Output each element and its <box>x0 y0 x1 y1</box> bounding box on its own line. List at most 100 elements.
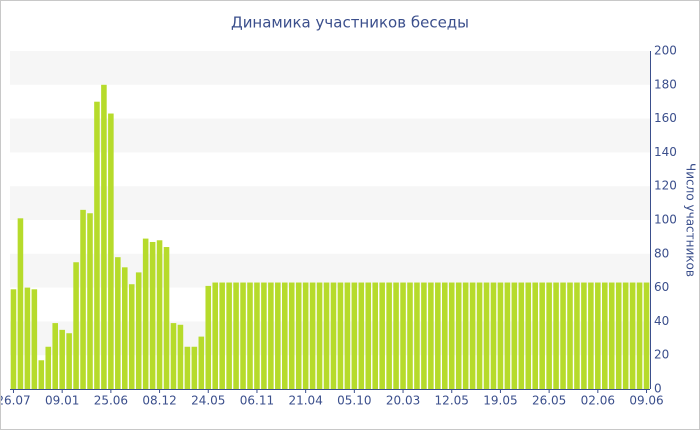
bar <box>581 282 587 389</box>
y-tick-label: 80 <box>654 246 669 260</box>
bar <box>59 329 65 389</box>
bar <box>595 282 601 389</box>
bar <box>87 213 93 389</box>
bar <box>247 282 253 389</box>
bar <box>351 282 358 389</box>
bar <box>622 282 629 389</box>
bar <box>462 282 469 389</box>
bar <box>344 282 351 389</box>
x-tick-label: 06.11 <box>240 394 274 408</box>
bar <box>316 282 323 389</box>
bar <box>323 282 330 389</box>
bar <box>240 282 246 389</box>
bar <box>567 282 573 389</box>
y-tick-label: 200 <box>654 44 677 58</box>
bar <box>191 346 198 389</box>
x-tick-label: 09.06 <box>629 394 663 408</box>
bar <box>66 333 72 389</box>
bar <box>504 282 511 389</box>
bar <box>45 346 52 389</box>
bar <box>135 272 142 389</box>
bar <box>518 282 525 389</box>
bar <box>233 282 239 389</box>
bar <box>615 282 622 389</box>
bar <box>490 282 497 389</box>
bar <box>288 282 295 389</box>
bar <box>142 238 149 389</box>
bar <box>38 360 45 389</box>
bar <box>73 262 79 389</box>
bar <box>511 282 518 389</box>
bar <box>254 282 260 389</box>
bar <box>226 282 232 389</box>
x-tick-label: 20.03 <box>386 394 420 408</box>
bar <box>539 282 545 389</box>
bar <box>407 282 413 389</box>
bar <box>31 289 38 389</box>
bar <box>337 282 344 389</box>
x-tick-label: 02.06 <box>581 394 615 408</box>
bar <box>282 282 288 389</box>
y-tick-label: 0 <box>654 382 662 396</box>
bar <box>372 282 378 389</box>
bar <box>608 282 615 389</box>
bar <box>629 282 636 389</box>
bar <box>268 282 274 389</box>
bar <box>435 282 441 389</box>
bar <box>302 282 309 389</box>
bar <box>386 282 392 389</box>
y-axis-label: Число участников <box>684 163 698 277</box>
y-tick-label: 160 <box>654 111 677 125</box>
chart-title: Динамика участников беседы <box>231 14 469 32</box>
bar <box>261 282 267 389</box>
bar <box>476 282 483 389</box>
grid-band <box>10 51 650 85</box>
y-tick-label: 60 <box>654 280 669 294</box>
x-tick-label: 09.01 <box>45 394 79 408</box>
x-tick-label: 05.10 <box>337 394 371 408</box>
bar <box>149 241 156 389</box>
bar <box>80 209 86 389</box>
bar <box>532 282 538 389</box>
plot: 0 20 40 60 80 100 120 140 160 180 200 26.07 09.01 25.… <box>1 44 677 408</box>
bar <box>24 287 31 389</box>
bar <box>330 282 337 389</box>
bar <box>122 267 128 389</box>
bar <box>469 282 476 389</box>
grid-band <box>10 118 650 153</box>
bar <box>497 282 504 389</box>
bar <box>108 113 114 389</box>
bar <box>365 282 372 389</box>
bar <box>309 282 316 389</box>
bar <box>52 323 58 389</box>
bar <box>170 323 177 389</box>
bar <box>17 218 24 389</box>
bar <box>448 282 455 389</box>
grid-band <box>10 186 650 220</box>
bar <box>101 84 107 390</box>
bar <box>602 282 608 389</box>
y-tick-label: 100 <box>654 213 677 227</box>
bar <box>163 247 170 389</box>
bar <box>636 282 643 389</box>
bar <box>546 282 552 389</box>
bar <box>574 282 580 389</box>
bar <box>94 101 100 389</box>
bar <box>379 282 385 389</box>
bar <box>414 282 420 389</box>
bar <box>184 346 191 389</box>
bar <box>560 282 566 389</box>
bar <box>128 284 135 389</box>
bar <box>358 282 365 389</box>
bar <box>455 282 462 389</box>
x-tick-label: 24.05 <box>191 394 225 408</box>
bar <box>553 282 559 389</box>
bar <box>428 282 434 389</box>
bar <box>212 282 218 389</box>
bar <box>275 282 281 389</box>
x-tick-label: 21.04 <box>288 394 322 408</box>
bar <box>525 282 532 389</box>
bar <box>205 285 212 389</box>
bar <box>393 282 399 389</box>
